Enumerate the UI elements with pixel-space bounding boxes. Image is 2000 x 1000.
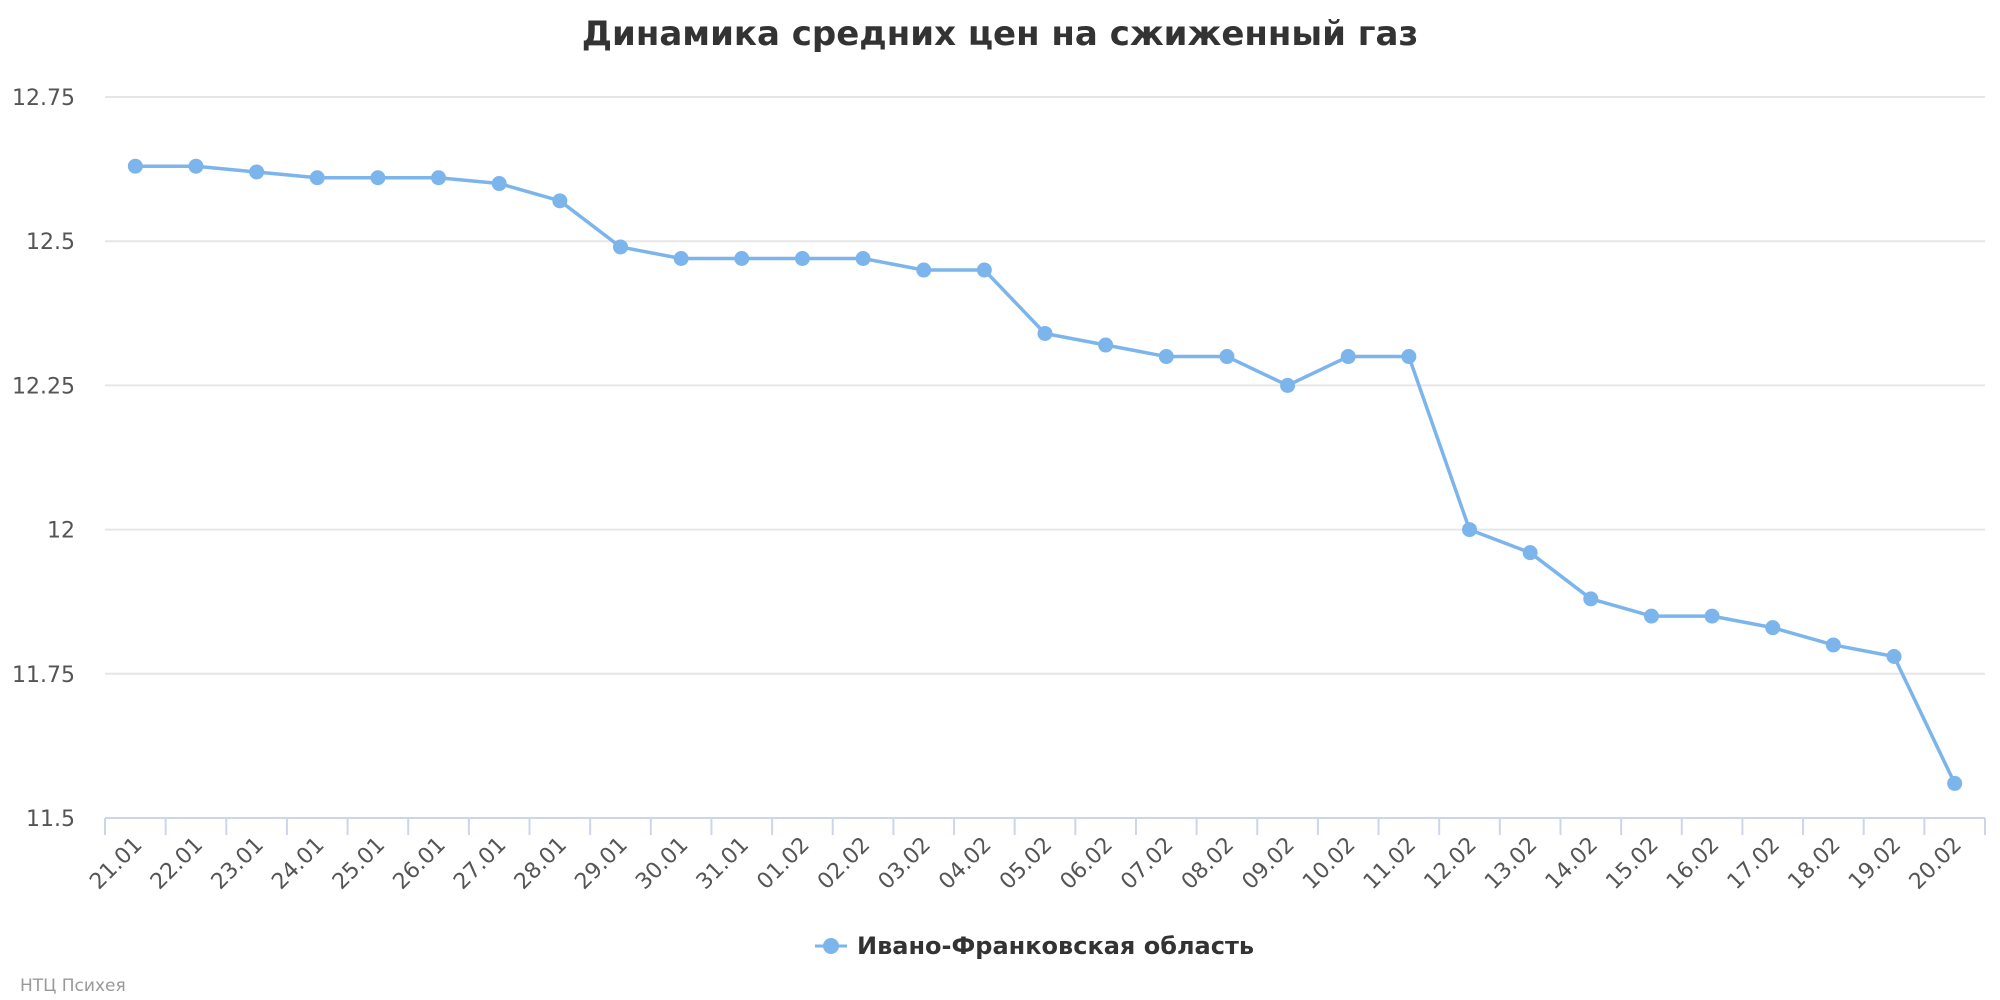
data-point <box>1765 620 1781 636</box>
x-tick-label: 23.01 <box>207 833 269 895</box>
x-tick-label: 22.01 <box>146 833 208 895</box>
series-group <box>127 158 1963 791</box>
data-point <box>1886 648 1902 664</box>
data-point <box>1401 349 1417 365</box>
x-tick-label: 29.01 <box>571 833 633 895</box>
x-tick-label: 11.02 <box>1359 833 1421 895</box>
y-tick-label: 12 <box>47 519 75 544</box>
x-tick-label: 24.01 <box>267 833 329 895</box>
x-tick-label: 13.02 <box>1480 833 1542 895</box>
x-tick-label: 06.02 <box>1056 833 1118 895</box>
x-tick-label: 08.02 <box>1177 833 1239 895</box>
data-point <box>249 164 265 180</box>
x-tick-label: 10.02 <box>1298 833 1360 895</box>
data-point <box>1947 775 1963 791</box>
y-tick-label: 11.75 <box>12 663 75 688</box>
data-point <box>1643 608 1659 624</box>
x-axis-ticks: 21.0122.0123.0124.0125.0126.0127.0128.01… <box>85 818 1986 895</box>
x-tick-label: 20.02 <box>1905 833 1967 895</box>
x-tick-label: 31.01 <box>692 833 754 895</box>
x-tick-label: 17.02 <box>1723 833 1785 895</box>
data-point <box>127 158 143 174</box>
grid-lines <box>105 96 1985 675</box>
data-point <box>1462 522 1478 538</box>
credit-text[interactable]: НТЦ Психея <box>20 976 126 996</box>
x-tick-label: 28.01 <box>510 833 572 895</box>
series-line <box>133 164 1957 786</box>
x-tick-label: 03.02 <box>874 833 936 895</box>
data-point <box>1098 337 1114 353</box>
data-point <box>1219 349 1235 365</box>
x-tick-label: 01.02 <box>752 833 814 895</box>
data-point <box>794 251 810 267</box>
data-point <box>855 251 871 267</box>
data-point <box>1280 377 1296 393</box>
y-tick-label: 12.25 <box>12 374 75 399</box>
x-tick-label: 16.02 <box>1662 833 1724 895</box>
data-point <box>1522 545 1538 561</box>
chart-title: Динамика средних цен на сжиженный газ <box>582 14 1419 54</box>
x-tick-label: 21.01 <box>85 833 147 895</box>
x-tick-label: 05.02 <box>995 833 1057 895</box>
legend-marker-icon <box>823 938 839 954</box>
x-tick-label: 30.01 <box>631 833 693 895</box>
data-point <box>1340 349 1356 365</box>
x-tick-label: 04.02 <box>934 833 996 895</box>
x-tick-label: 09.02 <box>1238 833 1300 895</box>
x-tick-label: 19.02 <box>1844 833 1906 895</box>
data-point <box>370 170 386 186</box>
y-axis-ticks: 12.75 12.5 12.25 12 11.75 11.5 <box>12 86 75 832</box>
data-point <box>1158 349 1174 365</box>
data-point <box>1704 608 1720 624</box>
x-tick-label: 14.02 <box>1541 833 1603 895</box>
y-tick-label: 12.5 <box>26 230 75 255</box>
x-tick-label: 27.01 <box>449 833 511 895</box>
data-point <box>552 193 568 209</box>
data-point <box>916 262 932 278</box>
data-point <box>309 170 325 186</box>
data-point <box>1583 591 1599 607</box>
x-tick-label: 18.02 <box>1783 833 1845 895</box>
x-tick-label: 02.02 <box>813 833 875 895</box>
data-point <box>976 262 992 278</box>
y-tick-label: 12.75 <box>12 86 75 111</box>
x-tick-label: 12.02 <box>1420 833 1482 895</box>
data-point <box>1037 325 1053 341</box>
data-point <box>734 251 750 267</box>
legend[interactable]: Ивано-Франковская область <box>815 932 1254 960</box>
x-tick-label: 26.01 <box>389 833 451 895</box>
x-tick-label: 07.02 <box>1116 833 1178 895</box>
data-point <box>612 239 628 255</box>
x-tick-label: 25.01 <box>328 833 390 895</box>
data-point <box>491 176 507 192</box>
data-point <box>431 170 447 186</box>
data-point <box>673 251 689 267</box>
legend-label[interactable]: Ивано-Франковская область <box>857 932 1254 960</box>
x-tick-label: 15.02 <box>1601 833 1663 895</box>
data-point <box>188 158 204 174</box>
data-point <box>1825 637 1841 653</box>
y-tick-label: 11.5 <box>26 807 75 832</box>
